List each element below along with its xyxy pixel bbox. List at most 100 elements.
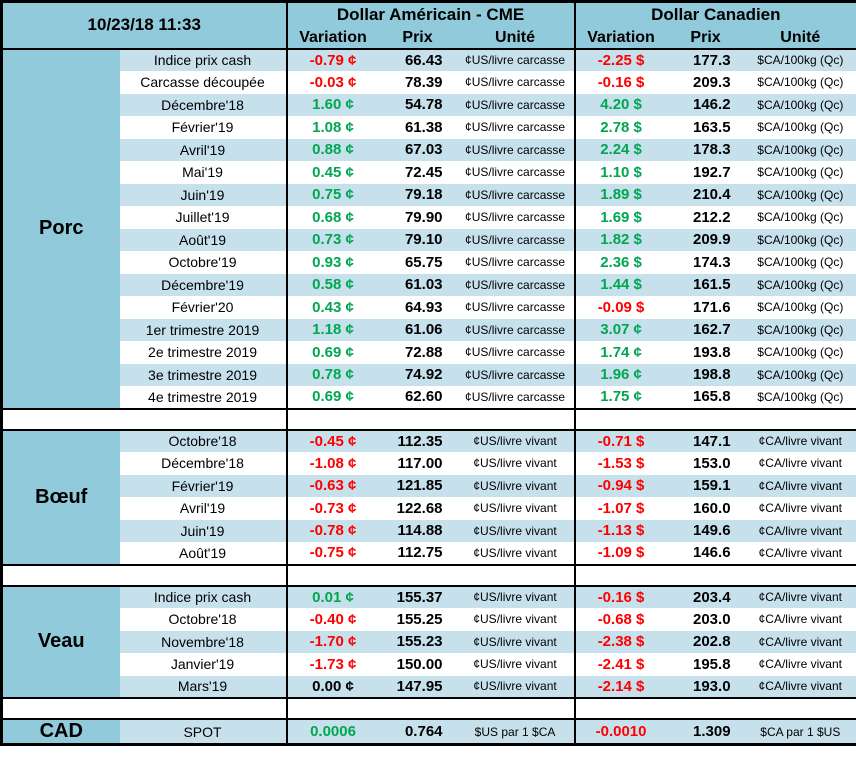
us-unit-label: ¢US/livre carcasse	[456, 206, 575, 229]
row-label: Octobre'18	[119, 429, 287, 452]
us-variation-value: -0.73 ¢	[285, 497, 379, 520]
row-label: Carcasse découpée	[119, 71, 287, 94]
ca-variation-value: 1.96 ¢	[573, 363, 667, 386]
us-unit-label: $US par 1 $CA	[456, 719, 575, 745]
table-row: Juin'19 -0.78 ¢ 114.88 ¢US/livre vivant -1.1…	[2, 519, 856, 542]
us-price-value: 62.60	[378, 386, 457, 409]
us-unit-label: ¢US/livre carcasse	[456, 138, 575, 161]
us-variation-value: 0.69 ¢	[285, 386, 379, 409]
row-label: SPOT	[119, 719, 287, 745]
table-row: Mai'19 0.45 ¢ 72.45 ¢US/livre carcasse 1.10 …	[2, 161, 856, 184]
ca-variation-value: 1.74 ¢	[573, 341, 667, 364]
table-row: Décembre'18 -1.08 ¢ 117.00 ¢US/livre vivant…	[2, 452, 856, 475]
us-unit-label: ¢US/livre vivant	[456, 608, 575, 631]
row-label: Mai'19	[119, 161, 287, 184]
table-row: Février'20 0.43 ¢ 64.93 ¢US/livre carcasse -…	[2, 296, 856, 319]
table-row: Juillet'19 0.68 ¢ 79.90 ¢US/livre carcasse 1…	[2, 206, 856, 229]
us-price-value: 64.93	[378, 296, 457, 319]
us-price-value: 155.37	[378, 585, 457, 608]
ca-price-value: 161.5	[666, 273, 745, 296]
row-label: 1er trimestre 2019	[119, 318, 287, 341]
ca-unit-label: ¢CA/livre vivant	[744, 519, 856, 542]
row-label: Février'19	[119, 474, 287, 497]
table-row: Porc Indice prix cash -0.79 ¢ 66.43 ¢US/livr…	[1, 48, 856, 409]
ca-unit-label: ¢CA/livre vivant	[744, 542, 856, 565]
ca-unit-label: ¢CA/livre vivant	[744, 452, 856, 475]
row-label: Août'19	[119, 228, 287, 251]
row-label: Mars'19	[119, 675, 287, 698]
row-label: Octobre'18	[119, 608, 287, 631]
ca-price-value: 193.0	[666, 675, 745, 698]
us-price-value: 0.764	[378, 719, 457, 745]
row-label: Juin'19	[119, 183, 287, 206]
ca-price-value: 165.8	[666, 386, 745, 409]
us-unit-label: ¢US/livre carcasse	[456, 341, 575, 364]
spacer-row	[1, 563, 856, 587]
us-unit-label: ¢US/livre vivant	[456, 497, 575, 520]
us-variation-value: 0.00 ¢	[285, 675, 379, 698]
table-row: Carcasse découpée -0.03 ¢ 78.39 ¢US/livre c…	[2, 71, 856, 94]
ca-unit-label: $CA/100kg (Qc)	[744, 183, 856, 206]
us-unit-label: ¢US/livre carcasse	[456, 273, 575, 296]
ca-variation-value: 1.89 $	[573, 183, 667, 206]
us-variation-value: 1.60 ¢	[285, 93, 379, 116]
us-unit-label: ¢US/livre carcasse	[456, 228, 575, 251]
spacer-cell	[1, 563, 287, 587]
ca-price-value: 146.6	[666, 542, 745, 565]
us-price-value: 78.39	[378, 71, 457, 94]
us-variation-value: -1.08 ¢	[285, 452, 379, 475]
row-label: Juillet'19	[119, 206, 287, 229]
us-variation-value: 0.88 ¢	[285, 138, 379, 161]
table-row: Mars'19 0.00 ¢ 147.95 ¢US/livre vivant -2.14…	[2, 675, 856, 698]
us-variation-value: 0.45 ¢	[285, 161, 379, 184]
ca-variation-value: -0.16 $	[573, 585, 667, 608]
us-variation-value: 0.0006	[285, 719, 379, 745]
ca-variation-value: 4.20 $	[573, 93, 667, 116]
spacer-cell	[1, 697, 287, 720]
ca-variation-column-header: Variation	[573, 27, 667, 50]
us-variation-value: 0.73 ¢	[285, 228, 379, 251]
us-unit-label: ¢US/livre vivant	[456, 630, 575, 653]
us-price-value: 72.45	[378, 161, 457, 184]
us-price-value: 79.18	[378, 183, 457, 206]
us-unit-label: ¢US/livre carcasse	[456, 386, 575, 409]
us-unit-label: ¢US/livre carcasse	[456, 363, 575, 386]
us-price-value: 147.95	[378, 675, 457, 698]
ca-variation-value: -2.14 $	[573, 675, 667, 698]
table-row: Janvier'19 -1.73 ¢ 150.00 ¢US/livre vivant -…	[2, 653, 856, 676]
us-unit-label: ¢US/livre vivant	[456, 542, 575, 565]
table-row: Décembre'19 0.58 ¢ 61.03 ¢US/livre carcasse…	[2, 273, 856, 296]
ca-variation-value: 1.69 $	[573, 206, 667, 229]
header-row-columns: Variation Prix Unité Variation Prix Unit…	[2, 27, 856, 50]
table-row: Décembre'18 1.60 ¢ 54.78 ¢US/livre carcasse…	[2, 93, 856, 116]
ca-unit-label: $CA/100kg (Qc)	[744, 386, 856, 409]
ca-variation-value: 1.10 $	[573, 161, 667, 184]
ca-price-value: 174.3	[666, 251, 745, 274]
ca-variation-value: -2.41 $	[573, 653, 667, 676]
row-label: Janvier'19	[119, 653, 287, 676]
ca-unit-label: ¢CA/livre vivant	[744, 630, 856, 653]
ca-variation-value: 2.24 $	[573, 138, 667, 161]
table-row: Novembre'18 -1.70 ¢ 155.23 ¢US/livre vivant…	[2, 630, 856, 653]
us-price-value: 61.03	[378, 273, 457, 296]
us-price-value: 155.23	[378, 630, 457, 653]
ca-unit-label: $CA/100kg (Qc)	[744, 161, 856, 184]
section-label: Veau	[1, 585, 120, 698]
us-unit-label: ¢US/livre vivant	[456, 585, 575, 608]
table-row: 1er trimestre 2019 1.18 ¢ 61.06 ¢US/livre c…	[2, 318, 856, 341]
us-dollar-group-header: Dollar Américain - CME	[285, 1, 575, 28]
us-price-value: 72.88	[378, 341, 457, 364]
ca-unit-label: $CA/100kg (Qc)	[744, 341, 856, 364]
table-row: Veau Indice prix cash 0.01 ¢ 155.37 ¢US/livr…	[1, 585, 856, 698]
ca-price-value: 171.6	[666, 296, 745, 319]
us-variation-value: -0.40 ¢	[285, 608, 379, 631]
spacer-cell	[573, 563, 856, 587]
us-variation-value: 0.69 ¢	[285, 341, 379, 364]
us-prix-column-header: Prix	[378, 27, 457, 50]
us-price-value: 65.75	[378, 251, 457, 274]
ca-price-value: 209.9	[666, 228, 745, 251]
table-row: 4e trimestre 2019 0.69 ¢ 62.60 ¢US/livre ca…	[2, 386, 856, 409]
table-row: Octobre'18 -0.40 ¢ 155.25 ¢US/livre vivant -…	[2, 608, 856, 631]
row-label: 2e trimestre 2019	[119, 341, 287, 364]
us-price-value: 79.90	[378, 206, 457, 229]
